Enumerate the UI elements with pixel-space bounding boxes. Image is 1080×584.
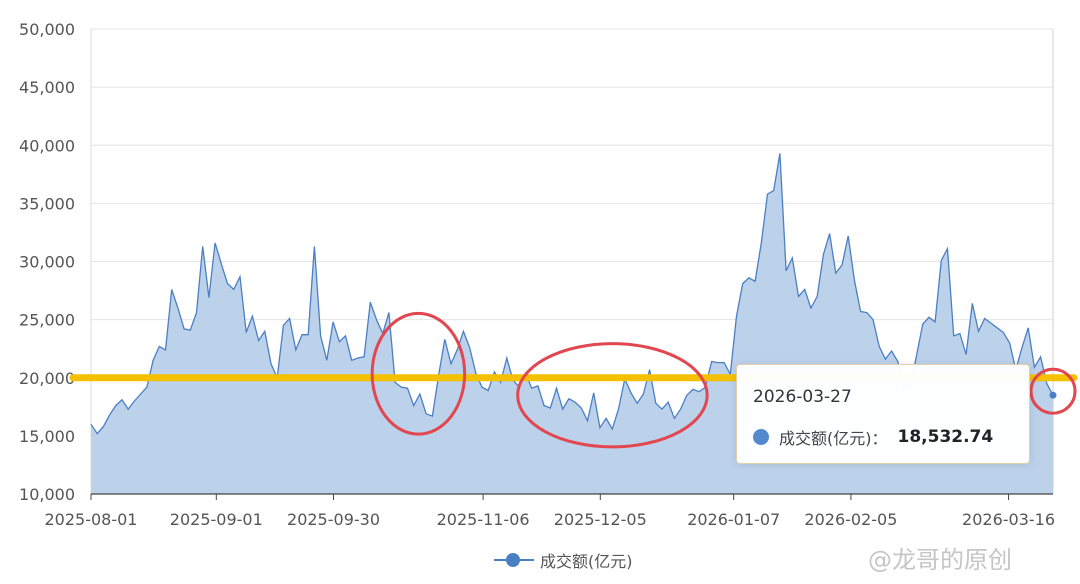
- x-tick-label: 2025-11-06: [437, 510, 530, 529]
- y-tick-label: 25,000: [19, 311, 75, 330]
- legend[interactable]: 成交额(亿元): [494, 548, 633, 572]
- y-axis: 50,000 45,000 40,000 35,000 30,000 25,000 20,0…: [19, 20, 92, 504]
- y-tick-label: 15,000: [19, 427, 75, 446]
- y-tick-label: 20,000: [19, 369, 75, 388]
- x-tick-label: 2025-09-01: [170, 510, 263, 529]
- x-tick-label: 2025-08-01: [45, 510, 138, 529]
- tooltip-value: 18,532.74: [897, 427, 994, 447]
- legend-label: 成交额(亿元): [540, 552, 633, 571]
- y-tick-label: 50,000: [19, 20, 75, 39]
- watermark: @龙哥的原创: [868, 546, 1012, 574]
- highlight-circle: [370, 311, 467, 436]
- series-last-point: [1049, 391, 1057, 399]
- series-line: [90, 153, 1054, 435]
- tooltip-series-label: 成交额(亿元)：: [779, 429, 888, 448]
- x-tick-label: 2026-03-16: [962, 510, 1055, 529]
- tooltip: 2026-03-27 成交额(亿元)： 18,532.74: [736, 364, 1030, 464]
- y-tick-label: 35,000: [19, 194, 75, 213]
- y-tick-label: 45,000: [19, 78, 75, 97]
- x-tick-label: 2026-02-05: [804, 510, 897, 529]
- x-tick-label: 2026-01-07: [687, 510, 780, 529]
- x-axis: 2025-08-01 2025-09-01 2025-09-30 2025-11-06…: [45, 493, 1055, 529]
- y-tick-label: 10,000: [19, 485, 75, 504]
- x-tick-label: 2025-09-30: [287, 510, 380, 529]
- highlight-circle: [516, 342, 709, 449]
- legend-line-dot-icon: [494, 551, 534, 569]
- tooltip-series-dot: [753, 429, 769, 445]
- tooltip-row: 成交额(亿元)： 18,532.74: [753, 425, 993, 449]
- y-tick-label: 30,000: [19, 253, 75, 272]
- x-tick-label: 2025-12-05: [554, 510, 647, 529]
- y-tick-label: 40,000: [19, 136, 75, 155]
- tooltip-date: 2026-03-27: [753, 387, 852, 407]
- highlight-circle: [1029, 367, 1077, 415]
